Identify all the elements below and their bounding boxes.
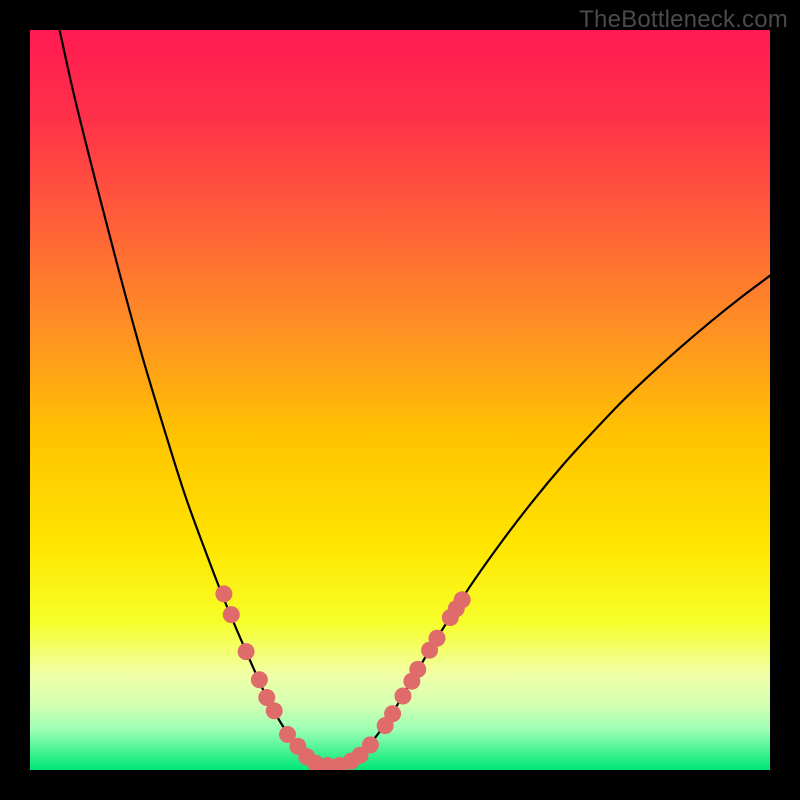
marker-dot [251,671,268,688]
plot-area [30,30,770,770]
marker-dot [409,661,426,678]
marker-dot [223,606,240,623]
marker-dot [429,630,446,647]
chart-svg [30,30,770,770]
chart-outer-frame: TheBottleneck.com [0,0,800,800]
marker-dot [454,591,471,608]
marker-dot [362,736,379,753]
marker-dot [215,585,232,602]
gradient-background [30,30,770,770]
marker-dot [384,705,401,722]
marker-dot [394,688,411,705]
marker-dot [238,643,255,660]
marker-dot [266,702,283,719]
